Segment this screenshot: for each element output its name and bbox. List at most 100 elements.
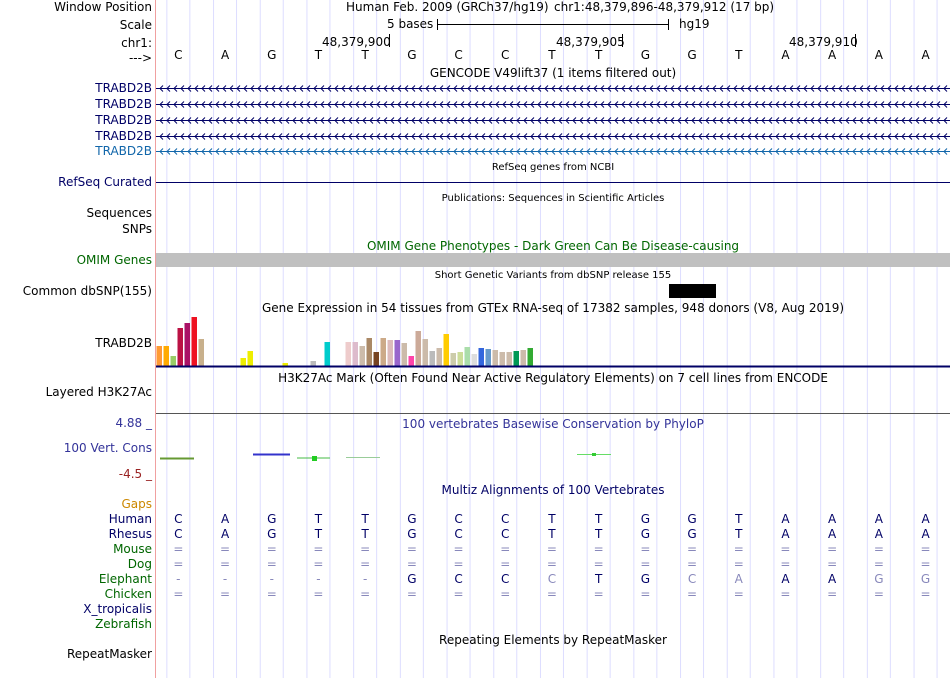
- multiz-gaps-label[interactable]: Gaps: [121, 497, 152, 511]
- refseq-title[interactable]: RefSeq genes from NCBI: [491, 162, 615, 173]
- strand-arrow: [754, 148, 759, 155]
- multiz-base: =: [640, 587, 651, 601]
- strand-arrow: [628, 148, 633, 155]
- strand-arrow: [691, 148, 696, 155]
- multiz-species-label[interactable]: Elephant: [98, 572, 152, 586]
- strand-arrow: [439, 101, 444, 108]
- h3k27ac-label[interactable]: Layered H3K27Ac: [45, 385, 152, 399]
- multiz-base: A: [734, 572, 743, 586]
- strand-arrow: [635, 101, 640, 108]
- strand-arrow: [222, 117, 227, 124]
- gtex-label[interactable]: TRABD2B: [95, 336, 152, 350]
- strand-arrow: [334, 133, 339, 140]
- strand-arrow: [565, 148, 570, 155]
- strand-arrow: [684, 148, 689, 155]
- phylop-title[interactable]: 100 vertebrates Basewise Conservation by…: [402, 417, 704, 431]
- strand-arrow: [635, 85, 640, 92]
- multiz-species-label[interactable]: Chicken: [104, 587, 152, 601]
- strand-arrow: [404, 85, 409, 92]
- strand-arrow: [516, 117, 521, 124]
- strand-arrow: [397, 148, 402, 155]
- strand-arrow: [551, 101, 556, 108]
- refseq-label[interactable]: RefSeq Curated: [58, 175, 152, 189]
- gencode-title[interactable]: GENCODE V49lift37 (1 items filtered out): [429, 66, 677, 80]
- multiz-base: =: [873, 587, 884, 601]
- strand-arrow: [831, 85, 836, 92]
- gtex-bar: [359, 346, 365, 366]
- strand-arrow: [481, 148, 486, 155]
- strand-arrow: [376, 101, 381, 108]
- strand-arrow: [229, 133, 234, 140]
- multiz-base: T: [314, 527, 323, 541]
- gtex-title[interactable]: Gene Expression in 54 tissues from GTEx …: [261, 301, 845, 315]
- strand-arrow: [376, 148, 381, 155]
- strand-arrow: [579, 148, 584, 155]
- strand-arrow: [404, 133, 409, 140]
- gtex-bar: [513, 351, 519, 366]
- gencode-transcript-label[interactable]: TRABD2B: [95, 113, 152, 127]
- strand-arrow: [677, 117, 682, 124]
- strand-arrow: [411, 85, 416, 92]
- strand-arrow: [502, 101, 507, 108]
- strand-arrow: [663, 101, 668, 108]
- strand-arrow: [838, 101, 843, 108]
- strand-arrow: [789, 117, 794, 124]
- strand-arrow: [831, 117, 836, 124]
- dbsnp-title[interactable]: Short Genetic Variants from dbSNP releas…: [434, 270, 672, 281]
- strand-arrow: [530, 117, 535, 124]
- multiz-species-label[interactable]: X_tropicalis: [83, 602, 152, 616]
- strand-arrow: [173, 85, 178, 92]
- publications-sequences-label[interactable]: Sequences: [86, 206, 152, 220]
- strand-arrow: [446, 101, 451, 108]
- strand-arrow: [614, 133, 619, 140]
- multiz-species-label[interactable]: Zebrafish: [95, 617, 152, 631]
- gencode-transcript-label[interactable]: TRABD2B: [95, 81, 152, 95]
- strand-arrow: [621, 133, 626, 140]
- strand-arrow: [663, 85, 668, 92]
- strand-arrow: [369, 117, 374, 124]
- dbsnp-label[interactable]: Common dbSNP(155): [22, 284, 152, 298]
- omim-label[interactable]: OMIM Genes: [76, 253, 152, 267]
- gtex-bar: [450, 353, 456, 366]
- publications-title[interactable]: Publications: Sequences in Scientific Ar…: [441, 193, 665, 204]
- strand-arrow: [572, 117, 577, 124]
- strand-arrow: [404, 117, 409, 124]
- strand-arrow: [320, 148, 325, 155]
- scale-db: hg19: [679, 17, 710, 31]
- h3k27ac-title[interactable]: H3K27Ac Mark (Often Found Near Active Re…: [278, 371, 828, 385]
- publications-snps-label[interactable]: SNPs: [122, 222, 152, 236]
- gencode-transcript-label[interactable]: TRABD2B: [95, 97, 152, 111]
- repeatmasker-label[interactable]: RepeatMasker: [66, 647, 152, 661]
- multiz-species-label[interactable]: Human: [108, 512, 152, 526]
- strand-arrow: [656, 117, 661, 124]
- strand-arrow: [572, 148, 577, 155]
- multiz-species-label[interactable]: Rhesus: [108, 527, 152, 541]
- gencode-transcript-label[interactable]: TRABD2B: [95, 129, 152, 143]
- strand-arrow: [362, 148, 367, 155]
- multiz-base: A: [828, 512, 837, 526]
- repeatmasker-title[interactable]: Repeating Elements by RepeatMasker: [439, 633, 667, 647]
- phylop-label[interactable]: 100 Vert. Cons: [63, 441, 152, 455]
- gtex-bar: [282, 363, 288, 366]
- strand-arrow: [425, 117, 430, 124]
- strand-arrow: [215, 148, 220, 155]
- omim-title[interactable]: OMIM Gene Phenotypes - Dark Green Can Be…: [366, 239, 740, 253]
- multiz-base: T: [735, 527, 743, 541]
- strand-arrow: [334, 101, 339, 108]
- multiz-species-label[interactable]: Mouse: [113, 542, 152, 556]
- strand-arrow: [173, 101, 178, 108]
- strand-arrow: [411, 101, 416, 108]
- gencode-transcript-label[interactable]: TRABD2B: [95, 144, 152, 158]
- multiz-species-label[interactable]: Dog: [127, 557, 152, 571]
- strand-arrow: [495, 117, 500, 124]
- position-readout[interactable]: chr1:48,379,896-48,379,912 (17 bp): [554, 0, 775, 14]
- multiz-base: C: [454, 512, 463, 526]
- strand-arrow: [915, 85, 920, 92]
- strand-arrow: [418, 148, 423, 155]
- multiz-title[interactable]: Multiz Alignments of 100 Vertebrates: [441, 483, 665, 497]
- strand-arrow: [726, 117, 731, 124]
- strand-arrow: [544, 101, 549, 108]
- strand-arrow: [495, 148, 500, 155]
- multiz-base: =: [733, 587, 744, 601]
- strand-arrow: [509, 117, 514, 124]
